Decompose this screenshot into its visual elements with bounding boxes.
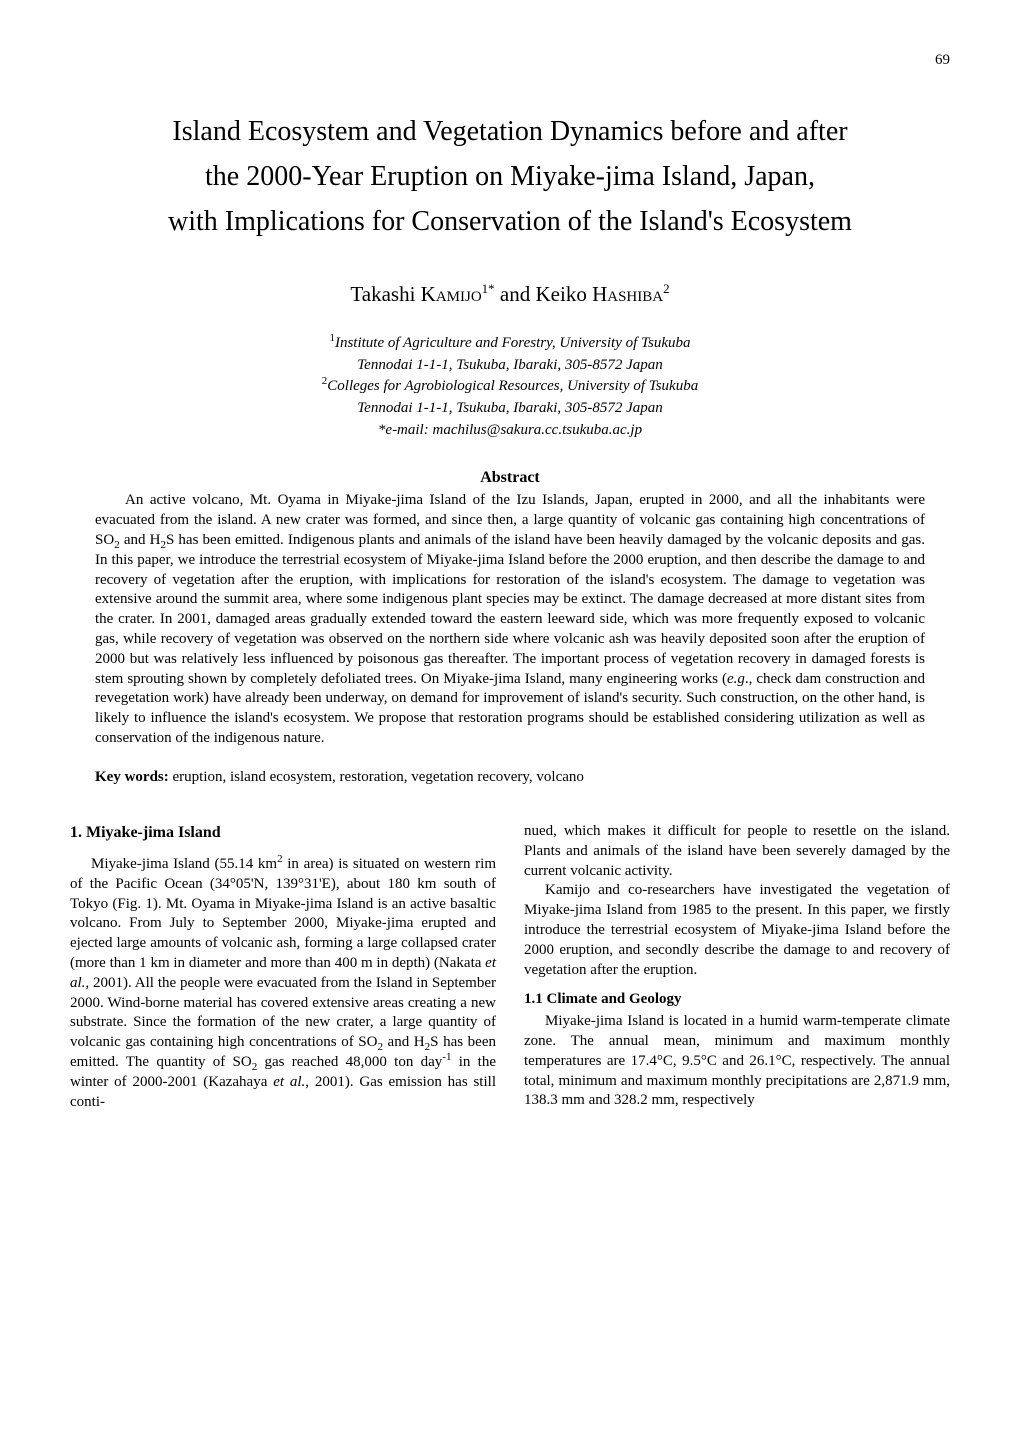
column-right: nued, which makes it difficult for peopl… <box>524 822 950 1112</box>
col1-text-2: in area) is situated on western rim of t… <box>70 856 496 971</box>
title-line-1: Island Ecosystem and Vegetation Dynamics… <box>172 116 847 147</box>
affil-2-line-2: Tennodai 1-1-1, Tsukuba, Ibaraki, 305-85… <box>357 400 663 416</box>
keywords: Key words: eruption, island ecosystem, r… <box>95 767 925 787</box>
paper-title: Island Ecosystem and Vegetation Dynamics… <box>70 110 950 244</box>
corresponding-email-label: *e-mail: <box>378 422 433 438</box>
author-1-surname: Kamijo <box>421 282 482 306</box>
author-1-affil-marker: 1* <box>482 281 495 296</box>
col1-text-6: gas reached 48,000 ton day <box>257 1054 442 1070</box>
authors: Takashi Kamijo1* and Keiko Hashiba2 <box>70 280 950 308</box>
keywords-label: Key words: <box>95 769 169 785</box>
subsection-1-1-heading: 1.1 Climate and Geology <box>524 990 950 1010</box>
author-separator: and <box>495 282 536 306</box>
author-2-given: Keiko <box>536 282 593 306</box>
column-left: 1. Miyake-jima Island Miyake-jima Island… <box>70 822 496 1112</box>
corresponding-email: machilus@sakura.cc.tsukuba.ac.jp <box>432 422 642 438</box>
abstract-heading: Abstract <box>70 467 950 489</box>
section-1-paragraph-1: Miyake-jima Island (55.14 km2 in area) i… <box>70 855 496 1112</box>
title-line-3: with Implications for Conservation of th… <box>168 206 852 237</box>
author-2-surname: Hashiba <box>592 282 663 306</box>
col1-etal-2: et al. <box>273 1074 305 1090</box>
col2-paragraph-3: Miyake-jima Island is located in a humid… <box>524 1012 950 1111</box>
abstract-text-3: S has been emitted. Indigenous plants an… <box>95 532 925 687</box>
two-column-body: 1. Miyake-jima Island Miyake-jima Island… <box>70 822 950 1112</box>
title-line-2: the 2000-Year Eruption on Miyake-jima Is… <box>205 161 815 192</box>
abstract-eg: e.g <box>727 671 745 687</box>
affil-1-line-1: Institute of Agriculture and Forestry, U… <box>335 335 691 351</box>
affil-1-line-2: Tennodai 1-1-1, Tsukuba, Ibaraki, 305-85… <box>357 357 663 373</box>
author-1-given: Takashi <box>350 282 420 306</box>
page-number: 69 <box>70 50 950 70</box>
affil-2-line-1: Colleges for Agrobiological Resources, U… <box>327 378 698 394</box>
affiliations: 1Institute of Agriculture and Forestry, … <box>70 333 950 442</box>
section-1-heading: 1. Miyake-jima Island <box>70 822 496 843</box>
keywords-value: eruption, island ecosystem, restoration,… <box>169 769 584 785</box>
col1-text-4: and H <box>383 1034 425 1050</box>
col2-paragraph-2: Kamijo and co-researchers have investiga… <box>524 881 950 980</box>
abstract-body: An active volcano, Mt. Oyama in Miyake-j… <box>95 491 925 748</box>
author-2-affil-marker: 2 <box>663 281 670 296</box>
col1-text-1: Miyake-jima Island (55.14 km <box>91 856 277 872</box>
abstract-text-2: and H <box>120 532 161 548</box>
col2-paragraph-1: nued, which makes it difficult for peopl… <box>524 822 950 881</box>
